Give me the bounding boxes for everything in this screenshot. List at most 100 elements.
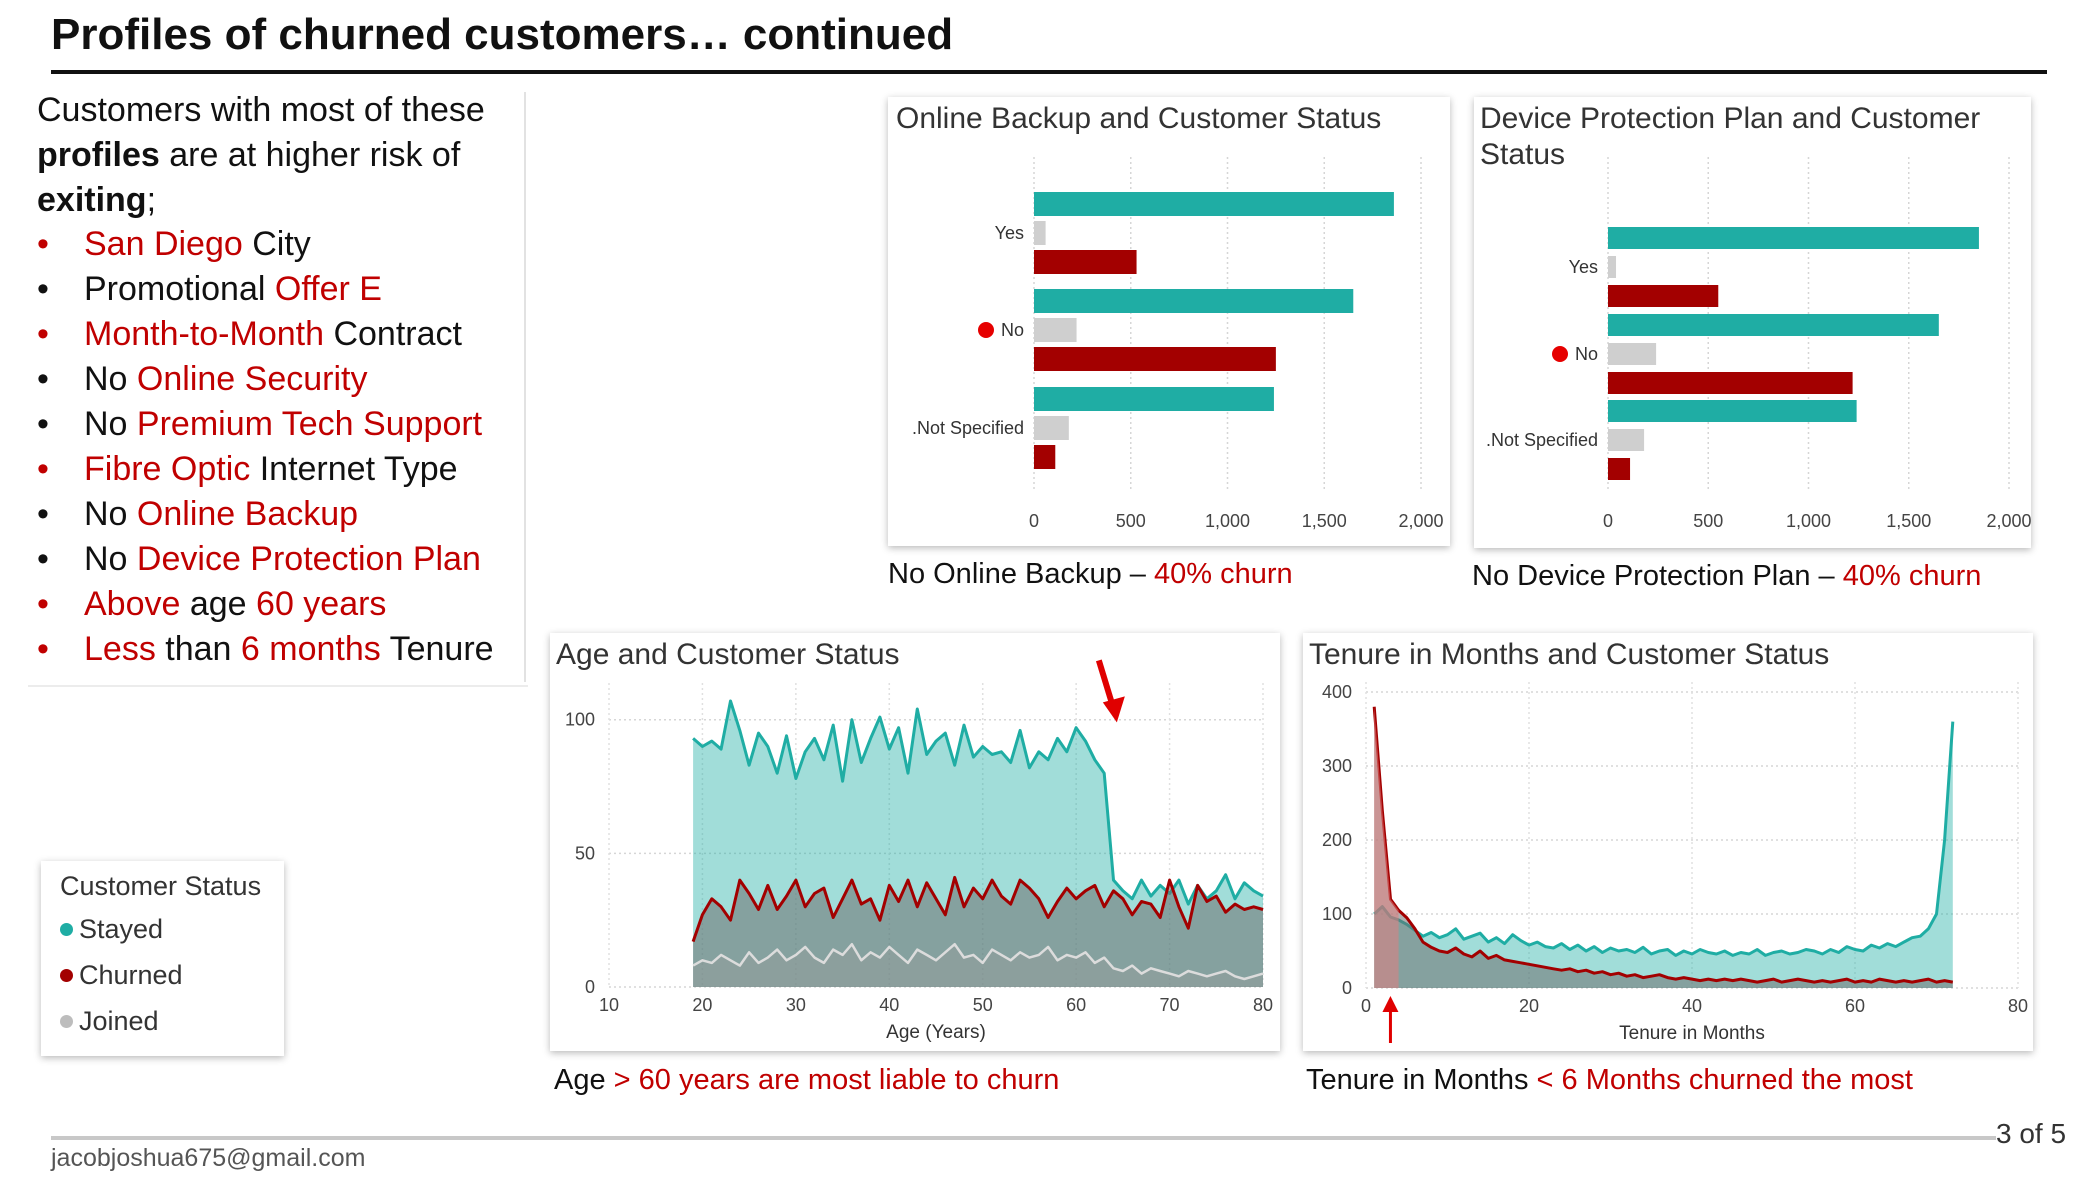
y-tick-label: 200 <box>1322 830 1352 850</box>
bar-stayed <box>1608 400 1857 422</box>
y-tick-label: 100 <box>565 710 595 730</box>
legend-marker-stayed <box>60 923 73 936</box>
x-tick-label: 0 <box>1603 511 1613 531</box>
device-protection-caption-highlight: 40% churn <box>1843 560 1982 592</box>
risk-profile-text: Promotional <box>84 270 275 308</box>
bar-stayed <box>1034 289 1353 313</box>
legend-marker-churned <box>60 969 73 982</box>
risk-profile-item: • Fibre Optic Internet Type <box>37 447 494 492</box>
age-caption-highlight: > 60 years are most liable to churn <box>614 1064 1060 1096</box>
y-tick-label: 0 <box>585 977 595 997</box>
bullet-marker: • <box>37 402 49 447</box>
bar-stayed <box>1034 387 1274 411</box>
x-tick-label: 40 <box>879 995 899 1015</box>
risk-profile-text: Less <box>84 630 156 668</box>
risk-profile-text: No <box>84 405 137 443</box>
y-tick-label: 100 <box>1322 904 1352 924</box>
x-tick-label: 1,500 <box>1302 511 1347 531</box>
x-tick-label: 1,000 <box>1786 511 1831 531</box>
category-label: Yes <box>995 223 1024 243</box>
risk-profile-text: Offer E <box>275 270 382 308</box>
risk-profile-text: Contract <box>324 315 462 353</box>
risk-profile-item: • No Device Protection Plan <box>37 537 494 582</box>
x-tick-label: 1,000 <box>1205 511 1250 531</box>
tenure-caption-highlight: < 6 Months churned the most <box>1537 1064 1913 1096</box>
tenure-chart-card: Tenure in Months and Customer Status 0 10… <box>1303 633 2033 1051</box>
intro-bold-exiting: exiting <box>37 181 147 219</box>
risk-profile-item: • No Premium Tech Support <box>37 402 494 447</box>
bar-stayed <box>1608 227 1979 249</box>
x-tick-label: 30 <box>786 995 806 1015</box>
risk-profile-text: Fibre Optic <box>84 450 250 488</box>
age-caption-text: Age <box>554 1064 614 1096</box>
arrow-head <box>1103 696 1125 722</box>
age-area-chart: 0 50 100 10 20 30 40 50 60 70 80 Age (Years) <box>550 633 1280 1051</box>
left-panel-divider <box>524 92 526 682</box>
bullet-marker: • <box>37 537 49 582</box>
risk-profile-text: than <box>156 630 241 668</box>
x-axis-title: Tenure in Months <box>1619 1023 1765 1044</box>
arrow-shaft <box>1099 660 1113 706</box>
tenure-caption: Tenure in Months < 6 Months churned the … <box>1306 1064 1913 1097</box>
x-tick-label: 50 <box>973 995 993 1015</box>
risk-profile-text: age <box>180 585 256 623</box>
risk-profile-list: • San Diego City • Promotional Offer E • Mont… <box>37 222 494 672</box>
bar-joined <box>1034 318 1077 342</box>
intro-bold-profiles: profiles <box>37 136 160 174</box>
x-tick-label: 80 <box>1253 995 1273 1015</box>
y-tick-label: 300 <box>1322 756 1352 776</box>
arrow-head <box>1382 996 1398 1012</box>
bullet-marker: • <box>37 492 49 537</box>
risk-profile-item: • No Online Security <box>37 357 494 402</box>
x-tick-label: 2,000 <box>1398 511 1443 531</box>
device-protection-bar-chart: 0 500 1,000 1,500 2,000YesNo.Not Specified <box>1474 97 2031 548</box>
risk-profile-text: Premium Tech Support <box>137 405 482 443</box>
category-label: Yes <box>1569 257 1598 277</box>
bar-joined <box>1034 221 1046 245</box>
bullet-marker: • <box>37 222 49 267</box>
risk-profile-text: Device Protection Plan <box>137 540 481 578</box>
legend-item-churned[interactable]: Churned <box>60 960 183 991</box>
device-protection-caption-text: No Device Protection Plan – <box>1472 560 1843 592</box>
x-tick-label: 70 <box>1160 995 1180 1015</box>
legend-marker-joined <box>60 1015 73 1028</box>
online-backup-bar-chart: 0 500 1,000 1,500 2,000YesNo.Not Specified <box>888 97 1450 546</box>
online-backup-caption: No Online Backup – 40% churn <box>888 558 1293 591</box>
bar-churned <box>1034 250 1137 274</box>
x-tick-label: 60 <box>1066 995 1086 1015</box>
slide-title: Profiles of churned customers… continued <box>51 10 953 60</box>
legend-label-joined: Joined <box>79 1006 159 1037</box>
x-tick-label: 1,500 <box>1886 511 1931 531</box>
age-caption: Age > 60 years are most liable to churn <box>554 1064 1059 1097</box>
line-stayed <box>1374 722 1953 956</box>
device-protection-caption: No Device Protection Plan – 40% churn <box>1472 560 1981 593</box>
risk-profile-text: Above <box>84 585 180 623</box>
category-label: No <box>1001 320 1024 340</box>
risk-profile-item: • Month-to-Month Contract <box>37 312 494 357</box>
intro-line-2: are at higher risk of <box>160 136 460 174</box>
footer-rule <box>51 1136 1996 1140</box>
highlight-marker <box>978 322 994 338</box>
category-label: No <box>1575 344 1598 364</box>
risk-profile-text: No <box>84 540 137 578</box>
x-tick-label: 500 <box>1693 511 1723 531</box>
risk-profile-item: • Promotional Offer E <box>37 267 494 312</box>
tenure-caption-text: Tenure in Months <box>1306 1064 1537 1096</box>
title-rule <box>51 70 2047 74</box>
legend-item-stayed[interactable]: Stayed <box>60 914 163 945</box>
y-tick-label: 50 <box>575 843 595 863</box>
left-panel-bottom-rule <box>28 685 528 687</box>
bullet-marker: • <box>37 627 49 672</box>
x-axis-title: Age (Years) <box>886 1022 986 1043</box>
bar-joined <box>1608 343 1656 365</box>
bullet-marker: • <box>37 357 49 402</box>
legend-item-joined[interactable]: Joined <box>60 1006 159 1037</box>
x-tick-label: 20 <box>692 995 712 1015</box>
legend-title: Customer Status <box>60 871 261 902</box>
risk-profile-text: Online Backup <box>137 495 358 533</box>
x-tick-label: 40 <box>1682 996 1702 1016</box>
risk-profile-text: Internet Type <box>250 450 457 488</box>
bullet-marker: • <box>37 267 49 312</box>
legend-label-churned: Churned <box>79 960 183 991</box>
bar-stayed <box>1608 314 1939 336</box>
